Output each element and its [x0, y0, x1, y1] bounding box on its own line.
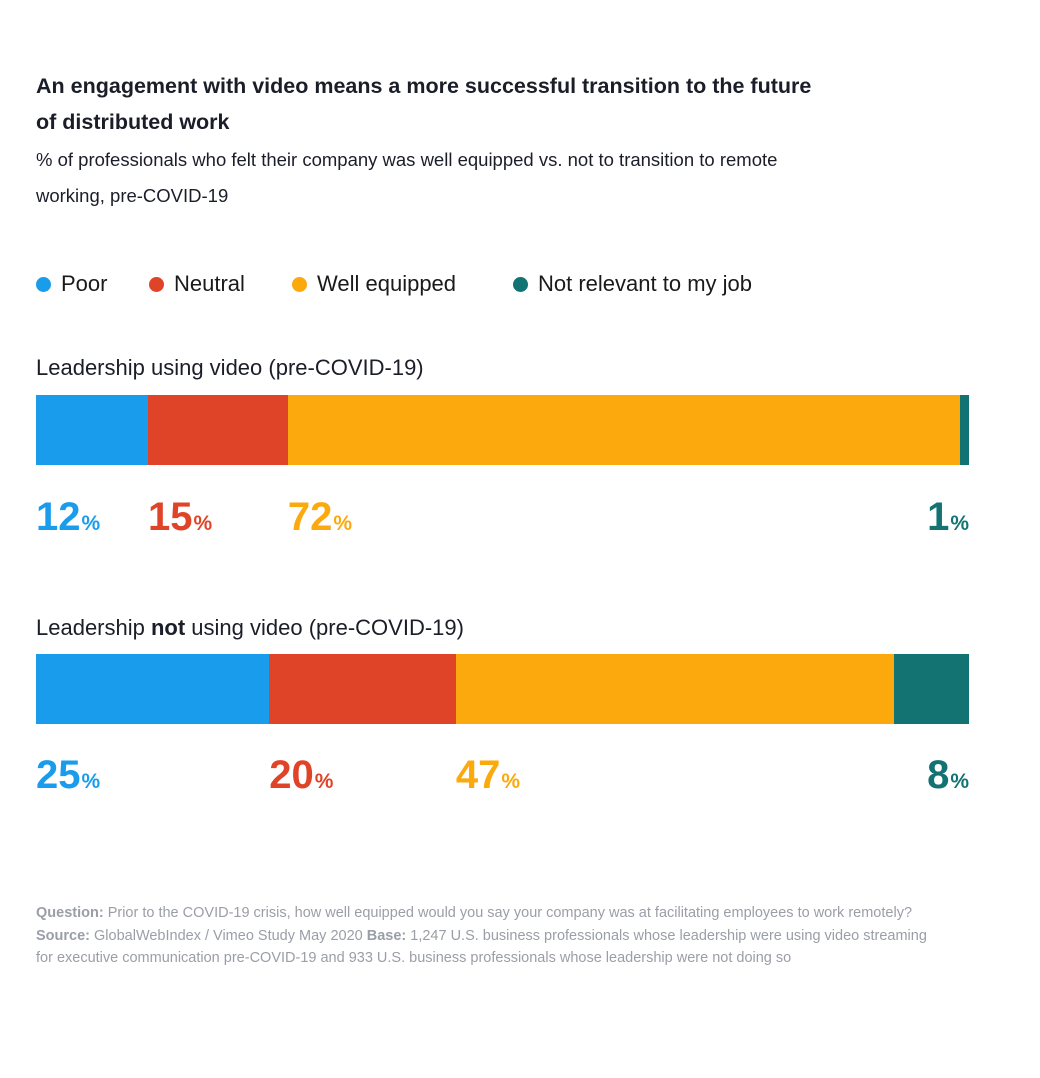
- legend-dot-well-equipped-icon: [292, 277, 307, 292]
- group-label-not-using-video-post: using video (pre-COVID-19): [185, 615, 464, 640]
- chart-title: An engagement with video means a more su…: [36, 74, 812, 134]
- group-label-not-using-video: Leadership not using video (pre-COVID-19…: [36, 613, 464, 643]
- value-label-not-using-video-well-equipped: 47%: [455, 753, 521, 797]
- footnote-source-label: Source:: [36, 927, 90, 944]
- bar-segment-not-using-video-well-equipped: [455, 654, 895, 724]
- value-label-using-video-not-relevant: 1%: [927, 495, 969, 539]
- value-label-using-video-well-equipped: 72%: [287, 495, 353, 539]
- stacked-bar-not-using-video: [36, 654, 970, 724]
- bar-segment-using-video-poor: [36, 395, 149, 465]
- chart-subtitle: % of professionals who felt their compan…: [36, 149, 778, 206]
- footnote-base-label: Base:: [366, 927, 407, 944]
- bar-segment-not-using-video-neutral: [269, 654, 457, 724]
- legend-dot-poor-icon: [36, 277, 51, 292]
- footnote-base-text: 1,247 U.S. business professionals whose …: [36, 927, 927, 967]
- legend-label-not-relevant: Not relevant to my job: [538, 271, 752, 296]
- value-label-using-video-neutral: 15%: [147, 495, 213, 539]
- legend-dot-not-relevant-icon: [513, 277, 528, 292]
- bar-segment-not-using-video-not-relevant: [894, 654, 970, 724]
- legend-dot-neutral-icon: [149, 277, 164, 292]
- bar-segment-not-using-video-poor: [36, 654, 270, 724]
- group-label-using-video-text: Leadership using video (pre-COVID-19): [36, 355, 424, 380]
- value-label-not-using-video-not-relevant: 8%: [927, 753, 969, 797]
- bar-segment-using-video-neutral: [147, 395, 289, 465]
- legend-label-well-equipped: Well equipped: [317, 271, 457, 296]
- footnote-question-label: Question:: [36, 905, 104, 921]
- footnote: Question: Prior to the COVID-19 crisis, …: [36, 902, 936, 970]
- value-label-not-using-video-neutral: 20%: [269, 753, 334, 797]
- bar-segment-using-video-well-equipped: [287, 395, 961, 465]
- legend-label-poor: Poor: [61, 271, 108, 296]
- stacked-bar-using-video: [36, 395, 970, 465]
- bar-segment-using-video-not-relevant: [959, 395, 970, 465]
- group-label-not-using-video-emphasis: not: [150, 615, 186, 640]
- group-label-not-using-video-pre: Leadership: [36, 615, 151, 640]
- footnote-question-text: Prior to the COVID-19 crisis, how well e…: [103, 905, 913, 921]
- value-label-using-video-poor: 12%: [36, 495, 101, 539]
- footnote-source-text: GlobalWebIndex / Vimeo Study May 2020: [90, 927, 367, 944]
- group-label-using-video: Leadership using video (pre-COVID-19): [36, 353, 424, 383]
- value-label-not-using-video-poor: 25%: [36, 753, 101, 797]
- legend-label-neutral: Neutral: [174, 271, 245, 296]
